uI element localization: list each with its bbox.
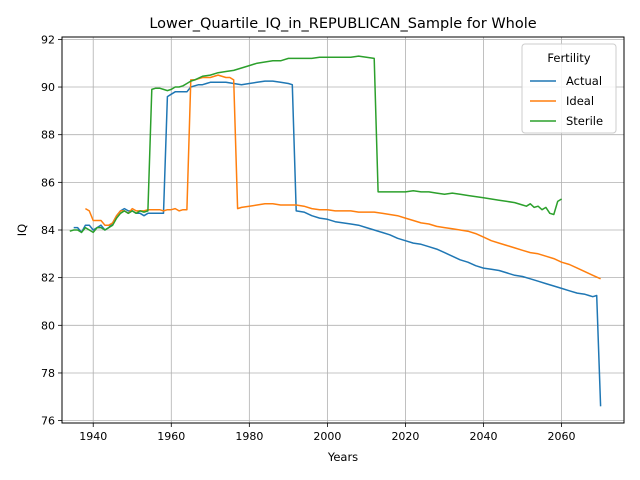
y-tick-label: 86: [41, 176, 55, 189]
grid: [62, 37, 624, 423]
x-tick-label: 1960: [157, 430, 185, 443]
legend: Fertility Actual Ideal Sterile: [521, 43, 617, 134]
y-axis-label: IQ: [15, 224, 29, 236]
y-tick-label: 82: [41, 272, 55, 285]
x-tick-label: 2000: [313, 430, 341, 443]
y-tick-label: 80: [41, 319, 55, 332]
y-tick-label: 78: [41, 367, 55, 380]
legend-title: Fertility: [547, 51, 590, 65]
x-tick-label: 2060: [548, 430, 576, 443]
series-lines: [69, 55, 602, 407]
y-tick-label: 88: [41, 129, 55, 142]
x-tick-label: 2020: [391, 430, 419, 443]
x-tick-label: 2040: [470, 430, 498, 443]
series-line-sterile: [69, 55, 562, 234]
x-tick-label: 1940: [79, 430, 107, 443]
y-axis-ticks: 76 78 80 82 84 86 88 90 92: [41, 33, 62, 428]
y-tick-label: 76: [41, 415, 55, 428]
chart-title: Lower_Quartile_IQ_in_REPUBLICAN_Sample f…: [149, 16, 536, 32]
x-tick-label: 1980: [235, 430, 263, 443]
legend-box: [521, 43, 617, 134]
legend-label-sterile: Sterile: [566, 114, 603, 128]
legend-label-actual: Actual: [566, 74, 602, 88]
legend-items: Actual Ideal Sterile: [530, 74, 603, 128]
x-axis-ticks: 1940 1960 1980 2000 2020 2040 2060: [79, 423, 576, 443]
legend-label-ideal: Ideal: [566, 94, 594, 108]
y-tick-label: 90: [41, 81, 55, 94]
y-tick-label: 84: [41, 224, 55, 237]
y-tick-label: 92: [41, 33, 55, 46]
x-axis-label: Years: [327, 450, 358, 464]
